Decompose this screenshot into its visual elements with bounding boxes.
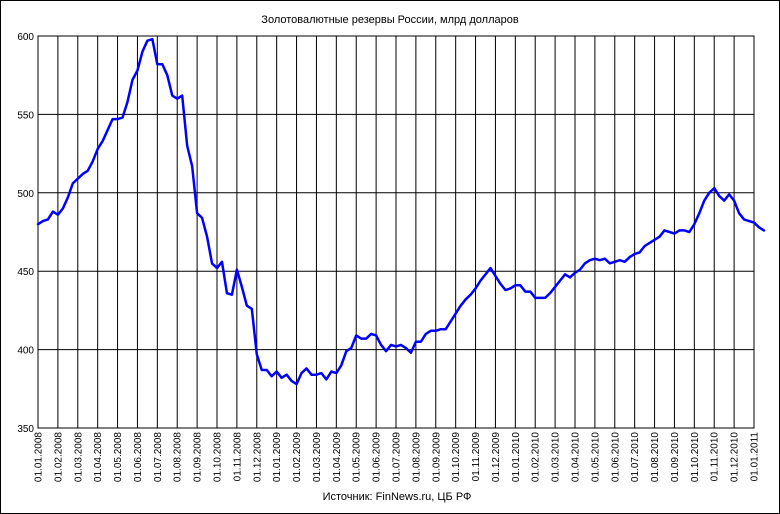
x-tick-label: 01.09.2010	[670, 432, 681, 482]
x-tick-label: 01.05.2009	[352, 432, 363, 482]
x-tick-label: 01.12.2010	[730, 432, 741, 482]
x-tick-label: 01.09.2009	[431, 432, 442, 482]
y-tick-label: 500	[17, 189, 34, 200]
x-tick-label: 01.01.2010	[511, 432, 522, 482]
chart-title: Золотовалютные резервы России, млрд долл…	[261, 14, 519, 26]
x-tick-label: 01.02.2008	[53, 432, 64, 482]
x-tick-label: 01.07.2010	[630, 432, 641, 482]
x-tick-label: 01.11.2008	[232, 432, 243, 482]
x-tick-label: 01.05.2010	[590, 432, 601, 482]
y-tick-label: 550	[17, 110, 34, 121]
x-tick-label: 01.08.2010	[650, 432, 661, 482]
y-tick-label: 350	[17, 424, 34, 435]
x-tick-label: 01.11.2009	[471, 432, 482, 482]
x-tick-label: 01.10.2009	[451, 432, 462, 482]
x-tick-label: 01.08.2009	[411, 432, 422, 482]
x-tick-label: 01.12.2008	[252, 432, 263, 482]
x-tick-label: 01.12.2009	[491, 432, 502, 482]
y-tick-label: 450	[17, 267, 34, 278]
x-tick-label: 01.08.2008	[173, 432, 184, 482]
y-axis-tick-labels: 350 400 450 500 550 600	[17, 32, 34, 435]
series-line-reserves	[36, 37, 766, 386]
x-tick-label: 01.06.2008	[133, 432, 144, 482]
x-tick-label: 01.06.2010	[610, 432, 621, 482]
x-tick-label: 01.07.2009	[392, 432, 403, 482]
x-tick-label: 01.02.2009	[292, 432, 303, 482]
x-axis-tick-labels: 01.01.2008 01.02.2008 01.03.2008 01.04.2008…	[34, 432, 761, 482]
series-group	[36, 37, 766, 386]
x-tick-label: 01.05.2008	[113, 432, 124, 482]
x-tick-label: 01.01.2009	[272, 432, 283, 482]
plot-border	[37, 35, 755, 429]
x-tick-label: 01.10.2010	[690, 432, 701, 482]
x-tick-label: 01.10.2008	[213, 432, 224, 482]
x-tick-label: 01.03.2010	[551, 432, 562, 482]
x-tick-label: 01.02.2010	[531, 432, 542, 482]
x-tick-label: 01.04.2009	[332, 432, 343, 482]
x-tick-label: 01.03.2008	[73, 432, 84, 482]
x-tick-label: 01.07.2008	[153, 432, 164, 482]
x-tick-label: 01.11.2010	[710, 432, 721, 482]
x-tick-label: 01.06.2009	[372, 432, 383, 482]
x-tick-label: 01.03.2009	[312, 432, 323, 482]
x-tick-label: 01.04.2010	[571, 432, 582, 482]
x-tick-label: 01.09.2008	[193, 432, 204, 482]
vertical-gridlines	[57, 36, 735, 428]
y-tick-label: 400	[17, 346, 34, 357]
x-tick-label: 01.01.2011	[750, 432, 761, 482]
y-tick-label: 600	[17, 32, 34, 43]
chart-source: Источник: FinNews.ru, ЦБ РФ	[323, 491, 472, 503]
x-tick-label: 01.01.2008	[34, 432, 45, 482]
x-tick-label: 01.04.2008	[93, 432, 104, 482]
